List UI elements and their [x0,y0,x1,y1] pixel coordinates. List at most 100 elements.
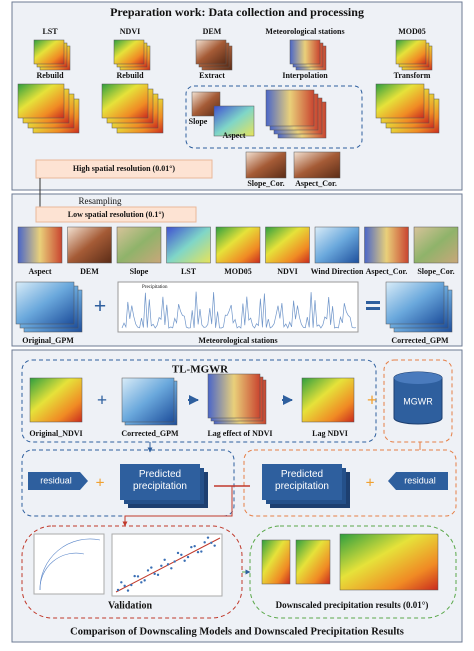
dot [130,583,133,587]
dashed-group [21,359,377,443]
label: Corrected_GPM [391,336,449,345]
layer-label: DEM [80,267,99,276]
plus: + [367,390,377,410]
label: MGWR [403,396,433,406]
label: Validation [108,600,153,611]
dot [160,564,163,567]
dot [120,581,123,584]
dot [183,559,186,562]
label: Transform [394,71,431,80]
dot [176,551,180,555]
map-image [101,83,149,119]
section-title: Preparation work: Data collection and pr… [110,5,364,19]
dot [116,588,120,592]
layer-label: NDVI [277,267,297,276]
connector [122,486,233,527]
label: TL-MGWR [172,364,229,376]
dot [123,584,126,588]
dot [180,553,183,556]
label: Lag effect of NDVI [207,429,272,438]
label: Original_NDVI [29,429,82,438]
map-image [29,377,83,423]
map-image [385,281,445,325]
layer-label: Slope_Cor. [417,267,454,276]
footer: Comparison of Downscaling Models and Dow… [70,626,404,637]
map-image [17,226,63,264]
label: High spatial resolution (0.01°) [73,164,176,173]
map-image [289,39,321,65]
map-image [364,226,409,264]
dot [206,536,210,539]
map-image [15,281,75,325]
station-series [121,291,357,329]
dashed-group [185,85,363,149]
layer-label: LST [181,267,197,276]
label: residual [404,475,436,485]
label: Slope [189,117,208,126]
map-image [301,377,355,423]
label: Predicted precipitation [133,469,187,492]
dashed-group [21,525,243,619]
map-image [339,533,439,591]
map-image [261,539,291,585]
dot [136,575,140,578]
label: Original_GPM [22,336,74,345]
dot [196,550,200,554]
pill [35,159,213,179]
map-image [207,373,261,419]
label: DEM [203,27,222,36]
map-image [33,39,65,65]
label: Extract [199,71,225,80]
label-box: Predicted precipitation [133,469,187,492]
dashed-group [383,359,453,443]
map-image [116,226,162,264]
map-image [295,539,331,585]
plus: + [95,475,104,492]
label: Resampling [79,196,122,206]
label: LST [42,27,58,36]
dot [156,573,160,577]
label: residual [40,475,72,485]
map-image [314,226,360,264]
arc [39,552,85,591]
layer-label: Aspect_Cor. [366,267,408,276]
map-image [113,39,145,65]
equals [366,307,380,310]
dot [143,579,146,582]
label: Lag NDVI [312,429,348,438]
label: MOD05 [398,27,426,36]
dot [150,566,153,569]
layer-label: Wind Direction [311,267,364,276]
map-image [245,151,287,179]
dashed-group [249,525,457,619]
map-image [293,151,341,179]
map-image [195,39,227,65]
taylor-diagram [33,533,105,595]
dot [190,545,193,549]
dot [213,544,216,547]
plus: + [94,293,107,318]
station-chart [117,281,359,333]
plus: + [365,475,374,492]
dot [193,544,196,548]
map-image [166,226,211,264]
dot [186,555,190,559]
map-image [375,83,425,119]
label: Rebuild [116,71,144,80]
pill [35,206,197,223]
label: Predicted precipitation [275,469,329,492]
images [15,39,459,591]
label-box: Predicted precipitation [275,469,329,492]
dot [133,574,136,578]
map-image [413,226,459,264]
map-image [265,89,315,127]
dashed-group [243,449,457,517]
label: Slope_Cor. [247,179,284,188]
predicted-box [262,464,342,500]
dot [203,541,206,544]
dot [163,558,166,561]
map-image [265,226,310,264]
map-image [213,105,255,137]
map-image [121,377,175,423]
label: Rebuild [36,71,64,80]
